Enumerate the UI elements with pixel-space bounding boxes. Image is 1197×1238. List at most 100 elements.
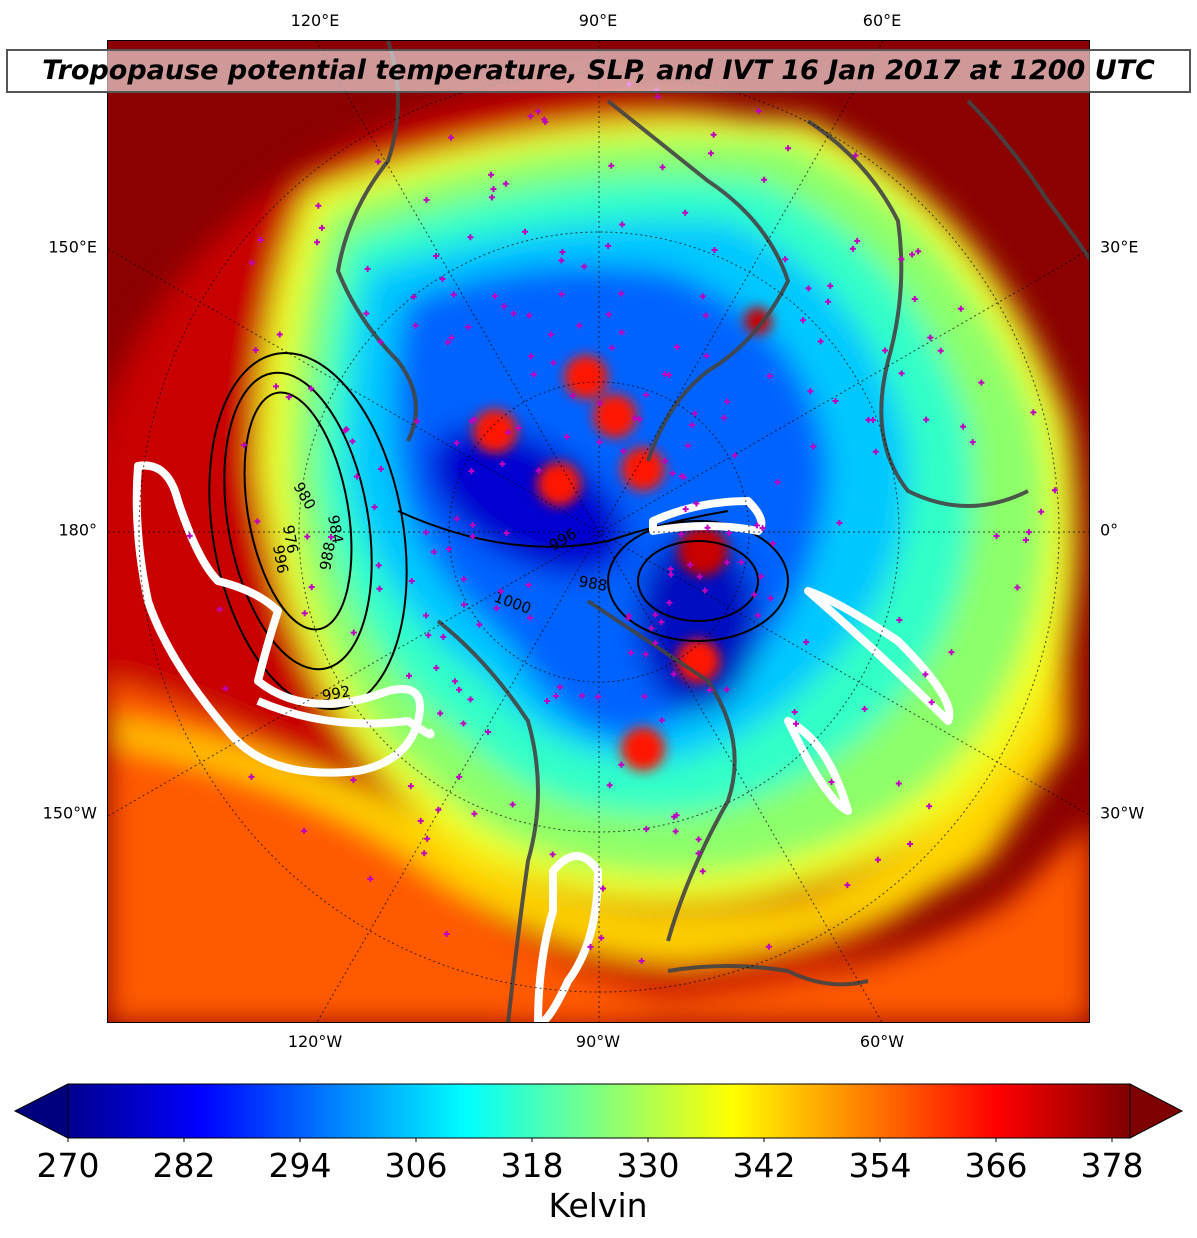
station-marker	[528, 353, 535, 360]
station-marker	[445, 545, 452, 552]
station-marker	[648, 625, 655, 632]
station-marker	[439, 276, 446, 283]
station-marker	[497, 588, 504, 595]
station-marker	[406, 672, 413, 679]
station-marker	[465, 324, 472, 331]
station-marker	[598, 934, 605, 941]
station-marker	[412, 322, 419, 329]
station-marker	[456, 686, 463, 693]
station-marker	[556, 684, 563, 691]
colorbar-tick-label: 330	[616, 1146, 680, 1185]
station-marker	[782, 256, 789, 263]
station-marker	[535, 108, 542, 115]
station-marker	[469, 522, 476, 529]
station-marker	[468, 467, 475, 474]
station-marker	[471, 810, 478, 817]
station-marker	[425, 632, 432, 639]
station-marker	[460, 720, 467, 727]
colorbar-tick-label: 282	[152, 1146, 216, 1185]
station-marker	[699, 293, 706, 300]
station-marker	[248, 259, 255, 266]
station-marker	[669, 470, 676, 477]
station-marker	[658, 717, 665, 724]
station-marker	[844, 882, 851, 889]
lon-label: 150°W	[42, 803, 97, 823]
station-marker	[350, 629, 357, 636]
station-marker	[927, 334, 934, 341]
station-marker	[367, 875, 374, 882]
station-marker	[619, 221, 626, 228]
station-marker	[544, 697, 551, 704]
station-marker	[682, 209, 689, 216]
station-marker	[499, 461, 506, 468]
station-marker	[186, 532, 193, 539]
station-marker	[407, 783, 414, 790]
station-marker	[308, 584, 315, 591]
station-marker	[960, 423, 967, 430]
station-marker	[605, 242, 612, 249]
station-marker	[832, 397, 839, 404]
station-marker	[693, 500, 700, 507]
station-marker	[301, 827, 308, 834]
station-marker	[318, 224, 325, 231]
station-marker	[909, 251, 916, 258]
station-marker	[696, 573, 703, 580]
theta-field: 996 980 976 984 988 992 1000 996 988	[108, 41, 1089, 1022]
station-marker	[216, 606, 223, 613]
station-marker	[810, 443, 817, 450]
station-marker	[490, 186, 497, 193]
station-marker	[658, 619, 665, 626]
station-marker	[668, 571, 675, 578]
station-marker	[451, 678, 458, 685]
lon-label: 180°	[58, 520, 97, 540]
station-marker	[467, 696, 474, 703]
station-marker	[937, 347, 944, 354]
station-marker	[541, 116, 548, 123]
station-marker	[460, 601, 467, 608]
station-marker	[485, 729, 492, 736]
station-marker	[375, 562, 382, 569]
station-markers	[186, 81, 1058, 965]
station-marker	[654, 93, 661, 100]
station-marker	[491, 293, 498, 300]
colorbar-tick-label: 294	[268, 1146, 332, 1185]
lon-label: 30°W	[1100, 803, 1145, 823]
lon-label: 90°E	[578, 11, 618, 30]
colorbar-tick-label: 366	[964, 1146, 1028, 1185]
station-marker	[754, 612, 761, 619]
station-marker	[530, 371, 537, 378]
station-marker	[353, 473, 360, 480]
station-marker	[618, 761, 625, 768]
station-marker	[774, 479, 781, 486]
station-marker	[1051, 487, 1058, 494]
station-marker	[805, 285, 812, 292]
station-marker	[605, 311, 612, 318]
station-marker	[726, 530, 733, 537]
station-marker	[691, 410, 698, 417]
station-marker	[652, 611, 659, 618]
station-marker	[695, 850, 702, 857]
station-marker	[678, 531, 685, 538]
station-marker	[600, 885, 607, 892]
station-marker	[314, 239, 321, 246]
station-marker	[433, 253, 440, 260]
station-marker	[285, 394, 292, 401]
station-marker	[435, 806, 442, 813]
station-marker	[854, 237, 861, 244]
station-marker	[702, 587, 709, 594]
station-marker	[706, 687, 713, 694]
station-marker	[408, 578, 415, 585]
station-marker	[576, 322, 583, 329]
station-marker	[376, 585, 383, 592]
station-marker	[678, 473, 685, 480]
station-marker	[525, 582, 532, 589]
station-marker	[978, 379, 985, 386]
station-marker	[433, 664, 440, 671]
station-marker	[503, 530, 510, 537]
colorbar	[13, 1083, 1184, 1142]
colorbar-tick-label: 270	[36, 1146, 100, 1185]
station-marker	[364, 265, 371, 272]
station-marker	[450, 291, 457, 298]
station-marker	[849, 245, 856, 252]
lon-label: 30°E	[1100, 237, 1139, 257]
